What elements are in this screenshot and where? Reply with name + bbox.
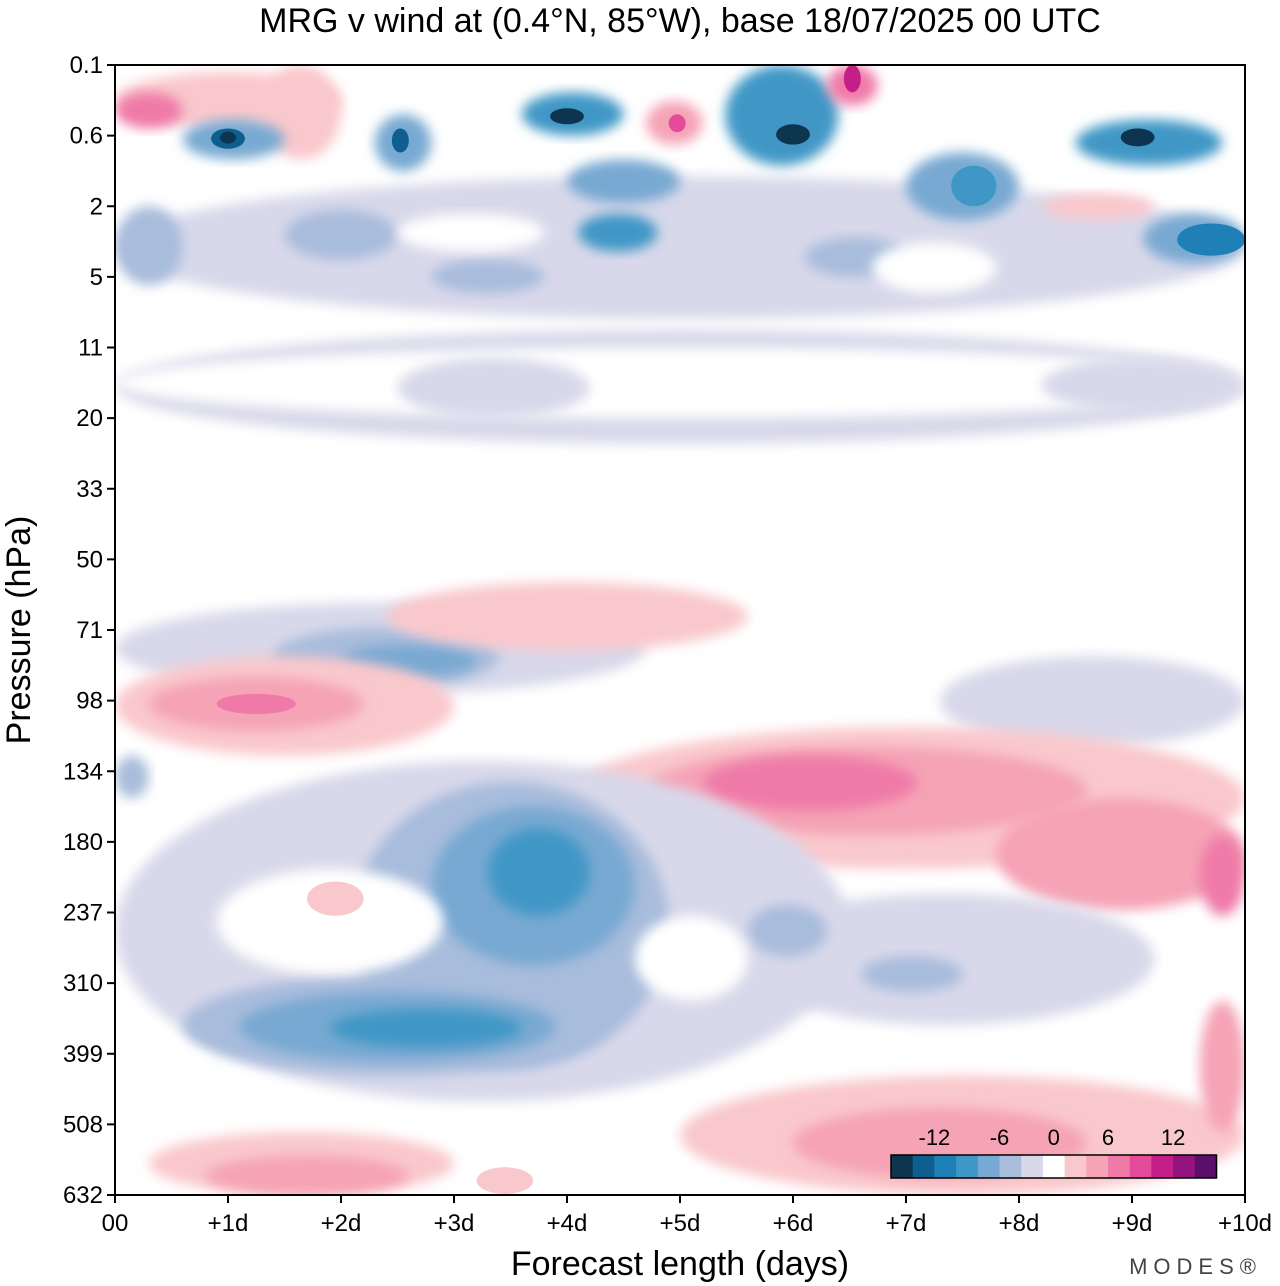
region-zero	[872, 242, 997, 294]
x-tick-label: +2d	[321, 1210, 362, 1237]
region-pos-6	[115, 92, 183, 129]
x-tick-label: +1d	[208, 1210, 249, 1237]
region-neg-2	[1041, 357, 1245, 413]
colorbar-swatch	[977, 1155, 1000, 1178]
y-tick-label: 399	[63, 1041, 103, 1068]
region-neg-8	[487, 828, 590, 916]
x-tick-label: +9d	[1112, 1210, 1153, 1237]
colorbar-label: -6	[990, 1125, 1010, 1150]
region-pos-6	[702, 755, 918, 811]
region-pos-10	[843, 65, 861, 93]
colorbar-swatch	[1173, 1155, 1196, 1178]
x-tick-label: +4d	[547, 1210, 588, 1237]
y-tick-label: 11	[78, 335, 103, 362]
region-neg-8	[951, 165, 997, 207]
contour-fills	[115, 65, 1245, 1195]
colorbar-swatch	[999, 1155, 1022, 1178]
x-tick-label: +7d	[886, 1210, 927, 1237]
colorbar-label: -12	[919, 1125, 951, 1150]
region-zero	[216, 868, 443, 975]
region-zero	[397, 213, 545, 252]
region-neg-4	[431, 259, 545, 294]
y-tick-label: 180	[63, 829, 103, 856]
x-axis-label: Forecast length (days)	[511, 1245, 849, 1283]
colorbar-frame	[890, 1154, 1218, 1179]
region-neg-4	[115, 755, 149, 799]
region-neg-4	[115, 206, 183, 286]
region-pos-4	[1199, 1000, 1245, 1132]
region-neg-2	[736, 893, 1155, 1025]
colorbar-label: 6	[1102, 1125, 1114, 1150]
region-pos-6	[1199, 835, 1245, 916]
x-tick-label: 00	[102, 1210, 129, 1237]
region-pos-2	[307, 881, 364, 916]
y-tick-label: 98	[76, 688, 103, 715]
y-tick-label: 20	[76, 405, 103, 432]
colorbar-swatch	[891, 1155, 914, 1178]
region-neg-8	[725, 65, 839, 166]
region-neg-4	[860, 956, 963, 993]
y-tick-label: 508	[63, 1111, 103, 1138]
chart-title: MRG v wind at (0.4°N, 85°W), base 18/07/…	[259, 2, 1101, 40]
region-pos-4	[996, 798, 1245, 911]
colorbar-swatch	[1129, 1155, 1152, 1178]
y-tick-label: 310	[63, 970, 103, 997]
y-tick-label: 0.1	[70, 52, 103, 79]
y-axis-label: Pressure (hPa)	[0, 516, 38, 745]
colorbar-swatch	[1064, 1155, 1087, 1178]
region-neg-14	[1120, 128, 1155, 147]
region-pos-4	[205, 1155, 409, 1195]
x-tick-label: +6d	[773, 1210, 814, 1237]
colorbar: -12 -6 0 6 12	[890, 1125, 1218, 1179]
colorbar-swatch	[934, 1155, 957, 1178]
credit-logo: MODES®	[1129, 1254, 1262, 1279]
region-pos-6	[216, 693, 296, 715]
region-neg-4	[747, 904, 827, 957]
region-neg-14	[220, 131, 236, 144]
colorbar-swatch	[956, 1155, 979, 1178]
region-neg-8	[329, 1008, 522, 1048]
colorbar-swatch	[1021, 1155, 1044, 1178]
y-tick-label: 50	[76, 546, 103, 573]
region-neg-6	[567, 159, 680, 204]
x-tick-label: +10d	[1218, 1210, 1272, 1237]
region-pos-8	[668, 114, 686, 133]
region-pos-2	[476, 1167, 534, 1194]
colorbar-swatch	[1194, 1155, 1217, 1178]
colorbar-swatch	[1042, 1155, 1066, 1178]
x-tick-label: +8d	[999, 1210, 1040, 1237]
region-neg-14	[550, 108, 584, 125]
colorbar-label: 0	[1048, 1125, 1060, 1150]
region-neg-10	[391, 128, 409, 153]
region-neg-10	[1177, 223, 1245, 256]
region-neg-2	[397, 357, 590, 419]
x-tick-label: +5d	[660, 1210, 701, 1237]
y-tick-label: 632	[63, 1182, 103, 1209]
region-neg-4	[284, 210, 398, 260]
colorbar-swatch	[1108, 1155, 1131, 1178]
colorbar-swatch	[1151, 1155, 1174, 1178]
plot-area	[115, 65, 1245, 1195]
y-tick-label: 2	[90, 193, 103, 220]
region-neg-8	[578, 213, 658, 252]
region-zero	[115, 347, 1245, 419]
region-pos-2	[386, 582, 748, 651]
y-tick-label: 0.6	[70, 123, 103, 150]
colorbar-swatch	[1086, 1155, 1109, 1178]
region-neg-2	[939, 656, 1245, 747]
y-tick-label: 134	[63, 758, 103, 785]
y-tick-label: 33	[76, 476, 103, 503]
region-zero	[634, 915, 748, 1001]
x-tick-label: +3d	[434, 1210, 475, 1237]
colorbar-label: 12	[1161, 1125, 1185, 1150]
y-axis: 0.1 0.6 2 5 11 20 33 50 71 98 134 180 237 310 399 508 63…	[63, 52, 115, 1209]
region-pos-2	[1041, 193, 1155, 221]
region-neg-14	[776, 124, 810, 145]
colorbar-swatch	[912, 1155, 935, 1178]
x-axis: 00 +1d +2d +3d +4d +5d +6d +7d +8d +9d +10d	[102, 1195, 1272, 1237]
y-tick-label: 5	[90, 264, 103, 291]
y-tick-label: 71	[76, 617, 103, 644]
y-tick-label: 237	[63, 900, 103, 927]
